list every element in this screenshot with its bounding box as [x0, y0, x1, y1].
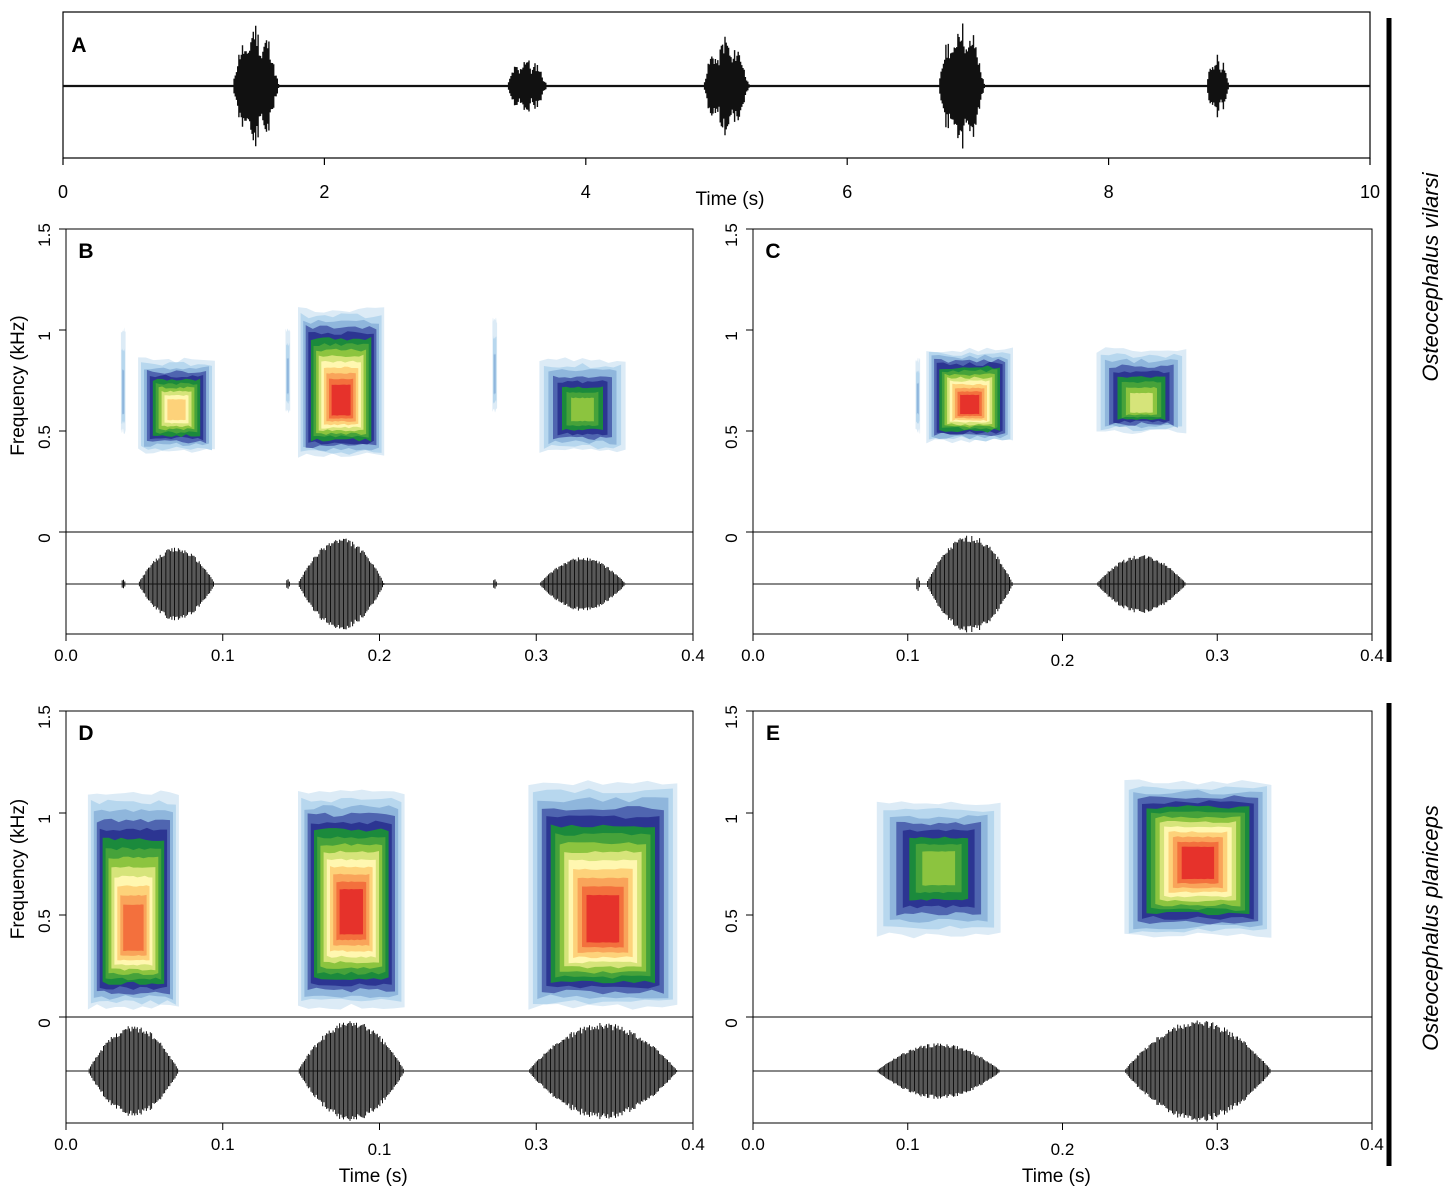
panel-a-xtick-label: 6 — [842, 182, 852, 202]
panel-d: 0 0.5 1 1.5 Frequency (kHz) 0.0 0.1 0.1 0.3 0.4 Ti… — [8, 705, 705, 1187]
xtick-label: 0.4 — [681, 1135, 705, 1154]
ytick-label: 0 — [722, 1018, 741, 1027]
panel-a-xlabel: Time (s) — [696, 189, 765, 210]
panel-c: 0 0.5 1 1.5 0.0 0.1 0.2 0.3 0.4 C — [722, 223, 1384, 670]
spectrogram-pulse — [876, 801, 1001, 939]
spectrogram-contour-level — [916, 382, 919, 415]
spectrogram-contour-level — [1181, 846, 1215, 880]
panel-d-spectrogram — [87, 780, 678, 1010]
xtick-label: 0.4 — [1360, 1135, 1384, 1154]
xlabel: Time (s) — [1022, 1166, 1091, 1187]
xtick-label: 0.4 — [681, 646, 705, 665]
panel-a-xtick-label: 4 — [581, 182, 591, 202]
xtick-label: 0.3 — [524, 1135, 548, 1154]
ytick-label: 0.5 — [722, 909, 741, 933]
xtick-label: 0.3 — [524, 646, 548, 665]
spectrogram-pulse — [492, 317, 498, 413]
species-label-bottom: Osteocephalus planiceps — [1418, 805, 1443, 1051]
spectrogram-pulse — [285, 328, 291, 414]
species-label-top: Osteocephalus vilarsi — [1418, 172, 1443, 382]
xtick-label: 0.3 — [1205, 646, 1229, 665]
xtick-label: 0.2 — [1051, 651, 1075, 670]
ytick-label: 0.5 — [35, 425, 54, 449]
panel-letter: D — [78, 722, 93, 745]
panel-a-letter: A — [71, 34, 86, 57]
panel-a-note-2 — [507, 60, 547, 112]
panel-a-note-1 — [233, 25, 280, 147]
xtick-label: 0.1 — [211, 1135, 235, 1154]
ytick-label: 0.5 — [722, 425, 741, 449]
ytick-label: 1 — [35, 814, 54, 823]
panel-letter: C — [765, 240, 780, 263]
panel-a-xtick-label: 0 — [58, 182, 68, 202]
spectrogram-contour-level — [1130, 392, 1153, 413]
panel-a: 0 2 4 6 8 10 Time (s) A — [58, 11, 1380, 210]
ytick-label: 1 — [35, 331, 54, 340]
ytick-label: 1.5 — [35, 705, 54, 729]
spectrogram-pulse — [138, 357, 215, 454]
xtick-label: 0.1 — [896, 1135, 920, 1154]
panel-frame — [752, 228, 1373, 635]
ylabel: Frequency (kHz) — [8, 315, 29, 455]
panel-a-xtick-label: 2 — [319, 182, 329, 202]
xtick-label: 0.0 — [741, 646, 765, 665]
ytick-label: 0 — [35, 1018, 54, 1027]
panel-letter: B — [78, 240, 93, 263]
panel-c-spectrogram — [915, 347, 1187, 444]
spectrogram-contour-level — [960, 394, 980, 415]
spectrogram-contour-level — [493, 353, 496, 395]
ytick-label: 1 — [722, 331, 741, 340]
ytick-label: 1.5 — [722, 705, 741, 729]
ytick-label: 1 — [722, 814, 741, 823]
panel-a-xtick-label: 10 — [1360, 182, 1380, 202]
spectrogram-pulse — [915, 357, 921, 434]
xtick-label: 0.1 — [896, 646, 920, 665]
xtick-label: 0.0 — [54, 1135, 78, 1154]
ytick-label: 1.5 — [35, 223, 54, 247]
panel-frame — [752, 710, 1373, 1124]
xtick-label: 0.4 — [1360, 646, 1384, 665]
spectrogram-pulse — [539, 357, 626, 453]
xtick-label: 0.1 — [211, 646, 235, 665]
ytick-label: 0 — [722, 533, 741, 542]
ytick-label: 1.5 — [722, 223, 741, 247]
spectrogram-contour-level — [339, 889, 363, 935]
spectrogram-contour-level — [286, 357, 289, 395]
panel-a-note-5 — [1207, 54, 1229, 118]
panel-a-note-3 — [703, 36, 750, 136]
panel-a-note-4 — [939, 23, 985, 149]
xtick-label: 0.0 — [741, 1135, 765, 1154]
panel-b-spectrogram — [120, 307, 626, 458]
spectrogram-pulse — [120, 327, 126, 434]
spectrogram-pulse — [528, 780, 678, 1010]
ytick-label: 0.5 — [35, 909, 54, 933]
spectrogram-contour-level — [122, 369, 125, 415]
spectrogram-pulse — [1096, 347, 1187, 434]
spectrogram-contour-level — [586, 894, 620, 943]
xtick-label: 0.2 — [1051, 1140, 1075, 1159]
xlabel: Time (s) — [339, 1166, 408, 1187]
ytick-label: 0 — [35, 533, 54, 542]
spectrogram-pulse — [1124, 779, 1272, 938]
panel-a-xtick-label: 8 — [1104, 182, 1114, 202]
panel-letter: E — [766, 722, 780, 745]
spectrogram-contour-level — [167, 399, 186, 421]
spectrogram-pulse — [298, 789, 405, 1010]
xtick-label: 0.1 — [368, 1140, 392, 1159]
spectrogram-contour-level — [123, 904, 144, 951]
spectrogram-pulse — [298, 307, 385, 458]
xtick-label: 0.3 — [1205, 1135, 1229, 1154]
spectrogram-pulse — [87, 790, 179, 1010]
panel-b: 0 0.5 1 1.5 Frequency (kHz) 0.0 0.1 0.2 0.3 0.4 B — [8, 223, 705, 665]
xtick-label: 0.2 — [368, 646, 392, 665]
spectrogram-contour-level — [331, 384, 351, 416]
ylabel: Frequency (kHz) — [8, 799, 29, 939]
spectrogram-contour-level — [922, 851, 956, 886]
spectrogram-contour-level — [571, 397, 594, 422]
panel-e: 0 0.5 1 1.5 0.0 0.1 0.2 0.3 0.4 Time (s) E — [722, 705, 1384, 1187]
spectrogram-pulse — [926, 347, 1013, 444]
panel-e-spectrogram — [876, 779, 1272, 939]
xtick-label: 0.0 — [54, 646, 78, 665]
